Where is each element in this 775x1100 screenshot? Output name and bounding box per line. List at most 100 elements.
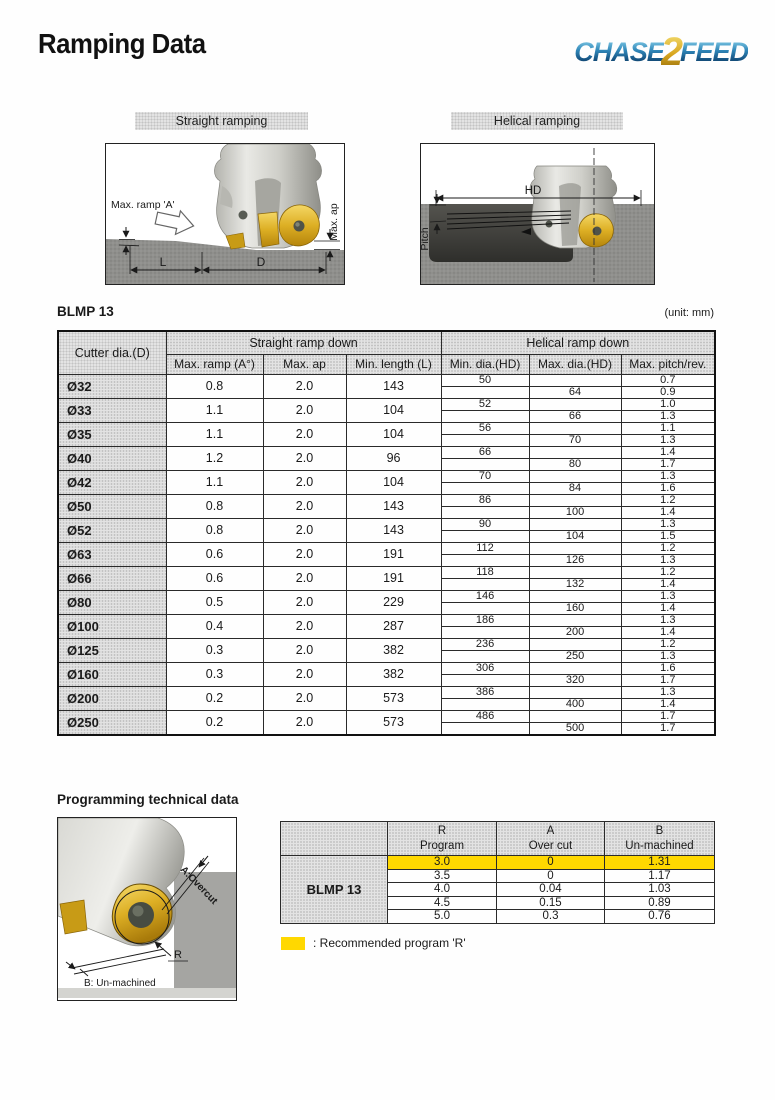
prog-value-cell-b: 1.31	[604, 855, 715, 870]
pitch-min-cell: 1.2	[620, 541, 716, 555]
max-ramp-cell: 0.3	[165, 661, 264, 687]
min-length-cell: 191	[345, 541, 442, 567]
min-dia-empty-cell	[440, 673, 530, 687]
max-ramp-cell: 0.2	[165, 685, 264, 711]
cutter-dia-cell: Ø42	[57, 469, 167, 495]
max-dia-cell: 250	[528, 649, 622, 663]
pitch-max-cell: 1.7	[620, 721, 716, 735]
min-dia-cell: 86	[440, 493, 530, 507]
max-ramp-cell: 0.8	[165, 517, 264, 543]
max-ap-cell: 2.0	[262, 469, 347, 495]
min-length-cell: 143	[345, 493, 442, 519]
ramping-table-title: BLMP 13	[57, 304, 114, 319]
max-dia-empty-cell	[528, 445, 622, 459]
pitch-min-cell: 1.2	[620, 565, 716, 579]
min-dia-empty-cell	[440, 505, 530, 519]
pitch-min-cell: 1.7	[620, 709, 716, 723]
cutter-dia-cell: Ø80	[57, 589, 167, 615]
straight-ramping-illustration: Max. ramp 'A' Max. ap L D	[106, 143, 344, 284]
max-dia-empty-cell	[528, 493, 622, 507]
max-ramp-cell: 0.6	[165, 565, 264, 591]
cutter-dia-cell: Ø40	[57, 445, 167, 471]
pitch-min-cell: 1.1	[620, 421, 716, 435]
max-dia-cell: 160	[528, 601, 622, 615]
max-dia-empty-cell	[528, 397, 622, 411]
helical-ramping-illustration: HD Pitch	[419, 148, 654, 284]
max-ramp-cell: 1.1	[165, 421, 264, 447]
cutter-dia-cell: Ø250	[57, 709, 167, 735]
max-ap-cell: 2.0	[262, 373, 347, 399]
pitch-min-cell: 1.0	[620, 397, 716, 411]
max-ap-cell: 2.0	[262, 493, 347, 519]
material-floor	[58, 988, 236, 998]
min-dia-cell: 52	[440, 397, 530, 411]
header-max-ap: Max. ap	[262, 353, 347, 375]
cutter-dia-cell: Ø52	[57, 517, 167, 543]
pitch-annotation: Pitch	[421, 227, 431, 251]
min-dia-empty-cell	[440, 697, 530, 711]
min-dia-cell: 236	[440, 637, 530, 651]
recommended-legend: : Recommended program 'R'	[281, 936, 466, 950]
max-ap-annotation: Max. ap	[328, 203, 340, 241]
pitch-max-cell: 1.7	[620, 673, 716, 687]
min-dia-cell: 146	[440, 589, 530, 603]
straight-ramping-diagram: Max. ramp 'A' Max. ap L D	[105, 143, 345, 285]
prog-value-cell-b: 1.03	[604, 882, 715, 897]
header-cutter-dia: Cutter dia.(D)	[57, 330, 167, 375]
header-helical-group: Helical ramp down	[440, 330, 716, 355]
annotation-lines	[65, 855, 210, 977]
max-ap-cell: 2.0	[262, 709, 347, 735]
min-length-cell: 573	[345, 709, 442, 735]
max-dia-cell: 80	[528, 457, 622, 471]
min-dia-cell: 56	[440, 421, 530, 435]
pitch-min-cell: 1.3	[620, 469, 716, 483]
prog-value-cell-b: 1.17	[604, 868, 715, 883]
max-ramp-annotation: Max. ramp 'A'	[111, 199, 175, 211]
min-dia-empty-cell	[440, 433, 530, 447]
cutter-dia-cell: Ø50	[57, 493, 167, 519]
pitch-max-cell: 1.3	[620, 409, 716, 423]
pitch-max-cell: 0.9	[620, 385, 716, 399]
max-ap-cell: 2.0	[262, 397, 347, 423]
max-ap-cell: 2.0	[262, 637, 347, 663]
hd-dimension-label: HD	[525, 185, 542, 197]
max-ap-cell: 2.0	[262, 421, 347, 447]
prog-value-cell-r: 4.0	[387, 882, 497, 897]
min-length-cell: 287	[345, 613, 442, 639]
max-ap-cell: 2.0	[262, 541, 347, 567]
prog-value-cell-b: 0.89	[604, 895, 715, 910]
max-ap-cell: 2.0	[262, 589, 347, 615]
min-length-cell: 229	[345, 589, 442, 615]
material-block	[106, 239, 344, 284]
cutter-dia-cell: Ø125	[57, 637, 167, 663]
helical-ramping-label: Helical ramping	[451, 112, 623, 130]
pitch-max-cell: 1.4	[620, 601, 716, 615]
max-ap-cell: 2.0	[262, 613, 347, 639]
max-dia-empty-cell	[528, 589, 622, 603]
prog-value-cell-r: 3.0	[387, 855, 497, 870]
max-ramp-cell: 0.8	[165, 373, 264, 399]
header-max-dia: Max. dia.(HD)	[528, 353, 622, 375]
pitch-min-cell: 0.7	[620, 373, 716, 387]
max-ap-cell: 2.0	[262, 445, 347, 471]
max-dia-empty-cell	[528, 469, 622, 483]
pitch-max-cell: 1.5	[620, 529, 716, 543]
dimension-lines	[118, 227, 340, 274]
min-dia-cell: 486	[440, 709, 530, 723]
r-radius-circle	[114, 889, 170, 945]
pitch-min-cell: 1.4	[620, 445, 716, 459]
min-dia-empty-cell	[440, 721, 530, 735]
max-ramp-cell: 1.1	[165, 397, 264, 423]
min-dia-cell: 112	[440, 541, 530, 555]
max-ramp-cell: 0.5	[165, 589, 264, 615]
pitch-min-cell: 1.2	[620, 493, 716, 507]
min-length-cell: 573	[345, 685, 442, 711]
max-dia-empty-cell	[528, 565, 622, 579]
prog-value-cell-a: 0	[496, 855, 605, 870]
max-dia-empty-cell	[528, 637, 622, 651]
ramping-data-table: Cutter dia.(D) Straight ramp down Helica…	[57, 330, 717, 736]
prog-value-cell-b: 0.76	[604, 909, 715, 924]
max-ramp-cell: 1.2	[165, 445, 264, 471]
material-block	[174, 872, 236, 990]
